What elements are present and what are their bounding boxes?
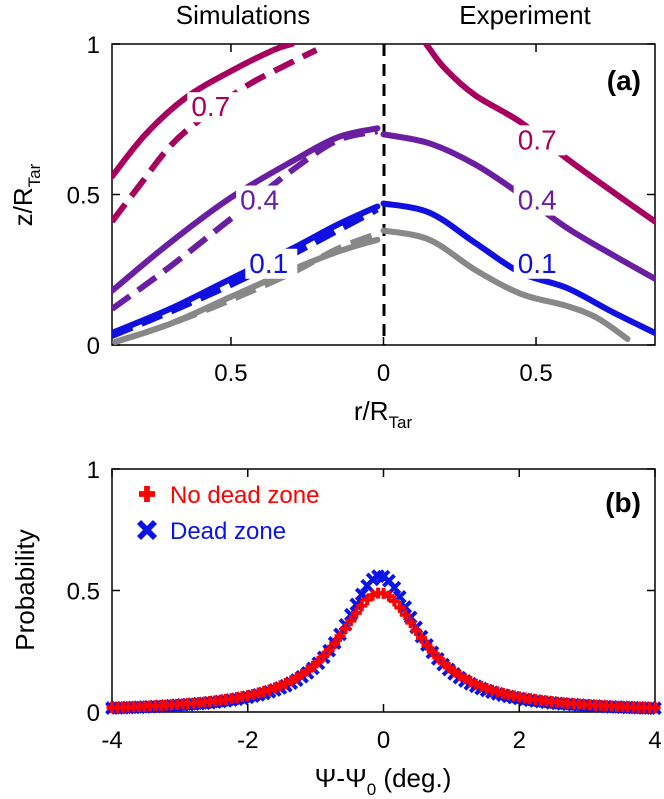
panel-b-series	[105, 569, 662, 716]
data-point	[405, 617, 417, 629]
data-point	[649, 702, 661, 714]
data-point	[339, 623, 351, 635]
y-tick-label: 0.5	[67, 579, 100, 606]
x-label-suffix: (deg.)	[376, 763, 451, 793]
panel-a-x-ticks: 0.5 0 0.5	[214, 44, 553, 387]
curve-exp-gray	[380, 227, 631, 342]
curve-label-bg	[245, 248, 298, 279]
y-tick-label: 0.5	[67, 183, 100, 210]
curve-sim-0.4-solid	[112, 125, 381, 294]
curve-sim-gray-dashed	[114, 230, 379, 345]
panel-a: Simulations Experiment (a) 00.51 0.5 0 0.5…	[8, 0, 656, 432]
curve-label-bg	[513, 248, 566, 279]
data-point	[426, 646, 438, 658]
x-label-sub: 0	[367, 780, 376, 799]
curve-label-bg	[187, 92, 240, 123]
panel-a-curve-labels: 0.7 0.4 0.1 0.7 0.4 0.1	[187, 91, 566, 279]
data-point	[399, 609, 411, 621]
curve-label: 0.7	[518, 124, 557, 155]
panel-a-tag: (a)	[607, 65, 641, 96]
y-tick-label: 0	[87, 333, 100, 360]
x-label-sub: Tar	[389, 413, 413, 432]
y-label-main: z/R	[8, 187, 38, 226]
x-tick-label: -4	[101, 727, 122, 754]
data-point	[350, 607, 362, 619]
panel-a-x-label: r/RTar	[354, 396, 413, 432]
curve-label: 0.4	[240, 185, 279, 216]
curve-label-bg	[513, 185, 566, 216]
data-point	[334, 630, 346, 642]
curve-exp-0.7	[423, 44, 655, 225]
data-point	[394, 601, 406, 613]
legend-marker-plus	[139, 486, 155, 502]
x-tick-label: 0.5	[214, 360, 247, 387]
x-tick-label: 2	[513, 727, 526, 754]
legend-marker-cross	[136, 519, 158, 541]
data-point	[356, 600, 368, 612]
y-label-sub: Tar	[25, 163, 44, 187]
legend-label: No dead zone	[170, 482, 319, 509]
curve-label-bg	[513, 125, 566, 156]
x-label-main: r/R	[354, 396, 389, 426]
data-point	[388, 595, 400, 607]
curve-sim-0.7-solid	[112, 44, 295, 180]
x-tick-label: 0.5	[519, 360, 552, 387]
y-tick-label: 1	[87, 457, 100, 484]
data-point	[416, 632, 428, 644]
data-point	[318, 650, 330, 662]
panel-b-y-label: Probability	[10, 529, 40, 650]
panel-b-legend: No dead zone Dead zone	[136, 482, 319, 545]
x-tick-label: -2	[237, 727, 258, 754]
y-tick-label: 1	[87, 32, 100, 59]
curve-label: 0.1	[518, 248, 557, 279]
data-point	[323, 644, 335, 656]
panel-a-y-label: z/RTar	[8, 163, 44, 226]
panel-b-tag: (b)	[605, 487, 641, 518]
series-plus	[106, 587, 661, 714]
x-label-main: Ψ-Ψ	[315, 763, 367, 793]
heading-experiment: Experiment	[459, 0, 591, 30]
data-point	[345, 615, 357, 627]
data-point	[410, 625, 422, 637]
curve-sim-0.4-dashed	[112, 128, 379, 312]
panel-b-y-ticks: 00.51	[67, 457, 655, 727]
panel-b-x-ticks: -4 -2 0 2 4	[101, 469, 662, 754]
curve-label: 0.4	[518, 185, 557, 216]
curve-label: 0.7	[191, 91, 230, 122]
curve-label: 0.1	[249, 248, 288, 279]
legend-label: Dead zone	[170, 518, 286, 545]
curve-label-bg	[236, 185, 289, 216]
curve-sim-0.1-solid	[112, 203, 381, 336]
data-point	[421, 639, 433, 651]
panel-a-y-ticks: 00.51	[67, 32, 655, 360]
x-tick-label: 0	[377, 727, 390, 754]
heading-simulations: Simulations	[176, 0, 310, 30]
x-tick-label: 0	[377, 360, 390, 387]
x-tick-label: 4	[648, 727, 661, 754]
y-tick-label: 0	[87, 700, 100, 727]
data-point	[329, 637, 341, 649]
panel-b-x-label: Ψ-Ψ0 (deg.)	[315, 763, 452, 799]
